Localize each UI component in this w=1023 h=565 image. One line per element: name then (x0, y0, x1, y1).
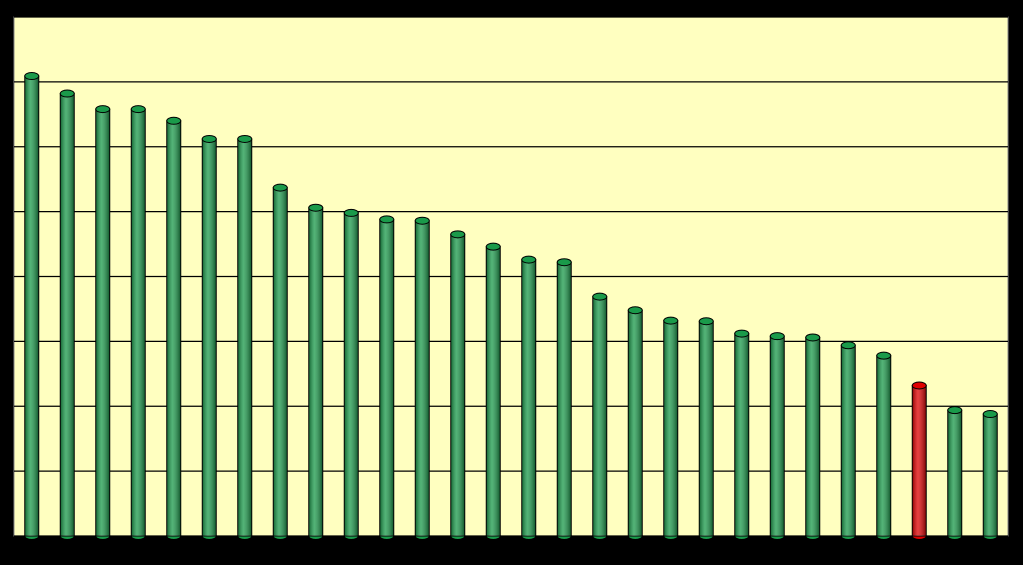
bar-shade (628, 310, 643, 536)
bar-shade (415, 220, 430, 536)
bar-top (840, 341, 856, 350)
bar-shade (592, 296, 607, 536)
bar-shade (947, 410, 962, 536)
bar-top (592, 292, 608, 301)
bar-shade (237, 138, 252, 536)
bar-shade (557, 262, 572, 536)
bar-top (911, 381, 927, 390)
bar-top (450, 230, 466, 239)
bar-top (556, 258, 572, 267)
bar-top (521, 255, 537, 264)
bar-shade (273, 187, 288, 536)
bar-shade (166, 120, 181, 537)
bar-top (95, 105, 111, 114)
bar-top (130, 105, 146, 114)
bar-top (627, 306, 643, 315)
bar-top (166, 116, 182, 125)
bar-shade (876, 355, 891, 536)
bar-top (698, 317, 714, 326)
bar-top (982, 410, 998, 419)
bar-shade (379, 219, 394, 536)
bar-shade (308, 207, 323, 537)
bar-top (876, 351, 892, 360)
bar-shade (699, 321, 714, 536)
bar-shade (486, 246, 501, 536)
bar-shade (734, 333, 749, 536)
bar-top (379, 215, 395, 224)
bar-top (663, 316, 679, 325)
bar-shade (521, 259, 536, 536)
bar-shade (24, 76, 39, 536)
bar-shade (841, 345, 856, 536)
bar-shade (912, 385, 927, 536)
bar-top (485, 242, 501, 251)
bar-top (59, 89, 75, 98)
bar-top (201, 134, 217, 143)
bar-top (343, 208, 359, 217)
floor (14, 536, 1008, 544)
bar-shade (983, 414, 998, 536)
bar-shade (202, 138, 217, 536)
bar-top (805, 333, 821, 342)
bar-shade (805, 337, 820, 536)
bar-top (272, 183, 288, 192)
bar-shade (95, 109, 110, 536)
bar-top (24, 72, 40, 81)
bar-top (308, 203, 324, 212)
bar-top (237, 134, 253, 143)
bar-top (734, 329, 750, 338)
bar-top (947, 406, 963, 415)
bar-top (769, 332, 785, 341)
bar-top (414, 216, 430, 225)
bar-shade (663, 320, 678, 536)
bar-shade (344, 212, 359, 537)
bar-shade (60, 93, 75, 537)
bar-shade (450, 234, 465, 537)
bar-shade (770, 336, 785, 536)
bar-shade (131, 109, 146, 536)
